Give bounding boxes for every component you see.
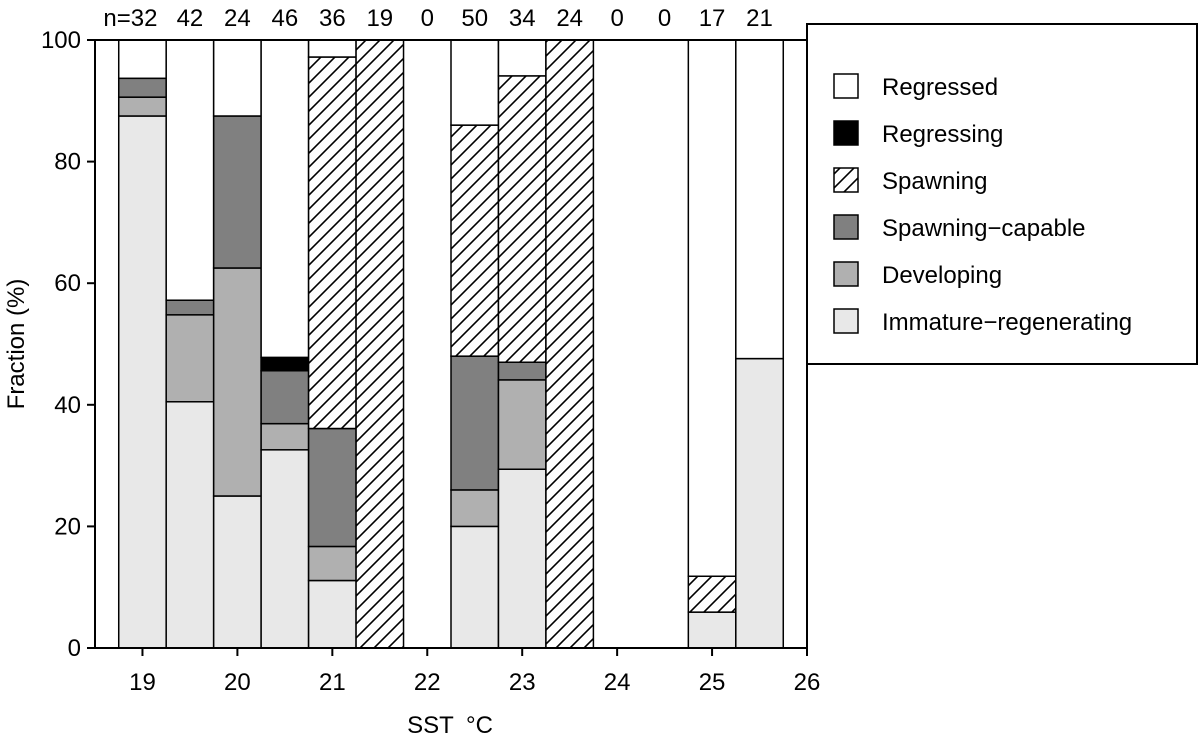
y-tick-label-100: 100 bbox=[41, 27, 81, 54]
sample-count-7: 50 bbox=[461, 5, 488, 32]
bar-segment-developing-7 bbox=[450, 489, 500, 528]
y-tick-label-0: 0 bbox=[68, 635, 81, 662]
bar-segment-regressed-7 bbox=[450, 39, 500, 126]
y-tick-label-40: 40 bbox=[54, 392, 81, 419]
bar-segment-regressed-13 bbox=[735, 39, 785, 360]
bar-segment-immature-regenerating-3 bbox=[260, 449, 310, 649]
bar-segment-developing-0 bbox=[117, 96, 167, 117]
bar-segment-regressed-8 bbox=[497, 39, 547, 77]
bar-segment-immature-regenerating-8 bbox=[497, 468, 547, 649]
x-tick-label-24: 24 bbox=[604, 669, 631, 696]
bar-segment-spawning-capable-7 bbox=[450, 355, 500, 491]
sample-count-13: 21 bbox=[746, 5, 773, 32]
bar-segment-spawning-12 bbox=[687, 575, 737, 613]
sample-count-3: 46 bbox=[272, 5, 299, 32]
bar-segment-spawning-8 bbox=[497, 75, 547, 363]
bar-segment-spawning-9 bbox=[545, 39, 595, 649]
x-tick-label-26: 26 bbox=[794, 669, 821, 696]
sample-count-8: 34 bbox=[509, 5, 536, 32]
legend-label-developing: Developing bbox=[882, 262, 1002, 289]
bar-segment-spawning-capable-8 bbox=[497, 361, 547, 381]
x-tick-label-23: 23 bbox=[509, 669, 536, 696]
x-axis-title: SST °C bbox=[407, 712, 493, 739]
bar-segment-spawning-7 bbox=[450, 124, 500, 357]
bar-segment-developing-3 bbox=[260, 422, 310, 451]
bar-segment-immature-regenerating-7 bbox=[450, 525, 500, 649]
legend-label-spawning: Spawning bbox=[882, 168, 987, 195]
x-axis-title-text: SST bbox=[407, 712, 454, 739]
legend-swatch-spawning-capable bbox=[833, 214, 859, 240]
bar-segment-developing-2 bbox=[212, 267, 262, 497]
legend-swatch-immature-regenerating bbox=[833, 308, 859, 334]
bar-segment-spawning-4 bbox=[307, 56, 357, 430]
sample-count-5: 19 bbox=[366, 5, 393, 32]
x-tick-label-22: 22 bbox=[414, 669, 441, 696]
legend-label-immature-regenerating: Immature−regenerating bbox=[882, 309, 1132, 336]
sample-count-10: 0 bbox=[610, 5, 623, 32]
legend-label-spawning-capable: Spawning−capable bbox=[882, 215, 1086, 242]
x-tick-label-20: 20 bbox=[224, 669, 251, 696]
sample-count-11: 0 bbox=[658, 5, 671, 32]
legend-label-regressed: Regressed bbox=[882, 74, 998, 101]
sample-count-row: n=32 42 24 46 36 19 0 50 34 24 0 0 17 21 bbox=[103, 5, 772, 32]
sample-count-9: 24 bbox=[556, 5, 583, 32]
bar-segment-developing-4 bbox=[307, 545, 357, 582]
bar-segment-immature-regenerating-0 bbox=[117, 115, 167, 649]
x-tick-label-21: 21 bbox=[319, 669, 346, 696]
legend-swatch-developing bbox=[833, 261, 859, 287]
x-tick-label-19: 19 bbox=[129, 669, 156, 696]
bar-segment-spawning-capable-3 bbox=[260, 370, 310, 425]
x-tick-label-25: 25 bbox=[699, 669, 726, 696]
bar-segment-regressed-0 bbox=[117, 39, 167, 80]
bar-segment-immature-regenerating-12 bbox=[687, 611, 737, 649]
bar-segment-immature-regenerating-4 bbox=[307, 579, 357, 649]
y-tick-label-60: 60 bbox=[54, 270, 81, 297]
bar-segment-regressed-2 bbox=[212, 39, 262, 117]
y-tick-label-80: 80 bbox=[54, 149, 81, 176]
bar-segment-spawning-capable-4 bbox=[307, 427, 357, 548]
sample-count-6: 0 bbox=[421, 5, 434, 32]
sample-count-1: 42 bbox=[177, 5, 204, 32]
sample-count-12: 17 bbox=[699, 5, 726, 32]
y-axis-title: Fraction (%) bbox=[3, 279, 30, 410]
bar-segment-developing-8 bbox=[497, 379, 547, 470]
bar-segment-immature-regenerating-2 bbox=[212, 495, 262, 649]
legend-swatch-spawning bbox=[833, 167, 859, 193]
x-axis: 19 20 21 22 23 24 25 26 bbox=[129, 648, 820, 696]
bar-segment-regressed-12 bbox=[687, 39, 737, 578]
bar-segment-developing-1 bbox=[165, 314, 215, 403]
sample-count-2: 24 bbox=[224, 5, 251, 32]
legend-swatch-regressing bbox=[833, 120, 859, 146]
bar-segment-spawning-capable-0 bbox=[117, 77, 167, 98]
sample-count-0: n=32 bbox=[103, 5, 157, 32]
legend-label-regressing: Regressing bbox=[882, 121, 1003, 148]
bars-layer bbox=[117, 39, 785, 649]
bar-segment-spawning-5 bbox=[355, 39, 405, 649]
bar-segment-spawning-capable-1 bbox=[165, 299, 215, 316]
sample-count-4: 36 bbox=[319, 5, 346, 32]
bar-segment-regressed-4 bbox=[307, 39, 357, 58]
bar-segment-spawning-capable-2 bbox=[212, 115, 262, 269]
y-tick-label-20: 20 bbox=[54, 513, 81, 540]
bar-segment-regressed-1 bbox=[165, 39, 215, 301]
y-axis: 0 20 40 60 80 100 bbox=[41, 27, 95, 662]
bar-segment-immature-regenerating-1 bbox=[165, 401, 215, 649]
legend-swatch-regressed bbox=[833, 73, 859, 99]
bar-segment-regressed-3 bbox=[260, 39, 310, 359]
bar-segment-regressing-3 bbox=[260, 356, 310, 372]
bar-segment-immature-regenerating-13 bbox=[735, 357, 785, 649]
x-axis-title-unit: °C bbox=[466, 712, 493, 739]
legend: Regressed Regressing Spawning Spawning−capa… bbox=[806, 23, 1198, 365]
legend-frame bbox=[806, 23, 1198, 365]
